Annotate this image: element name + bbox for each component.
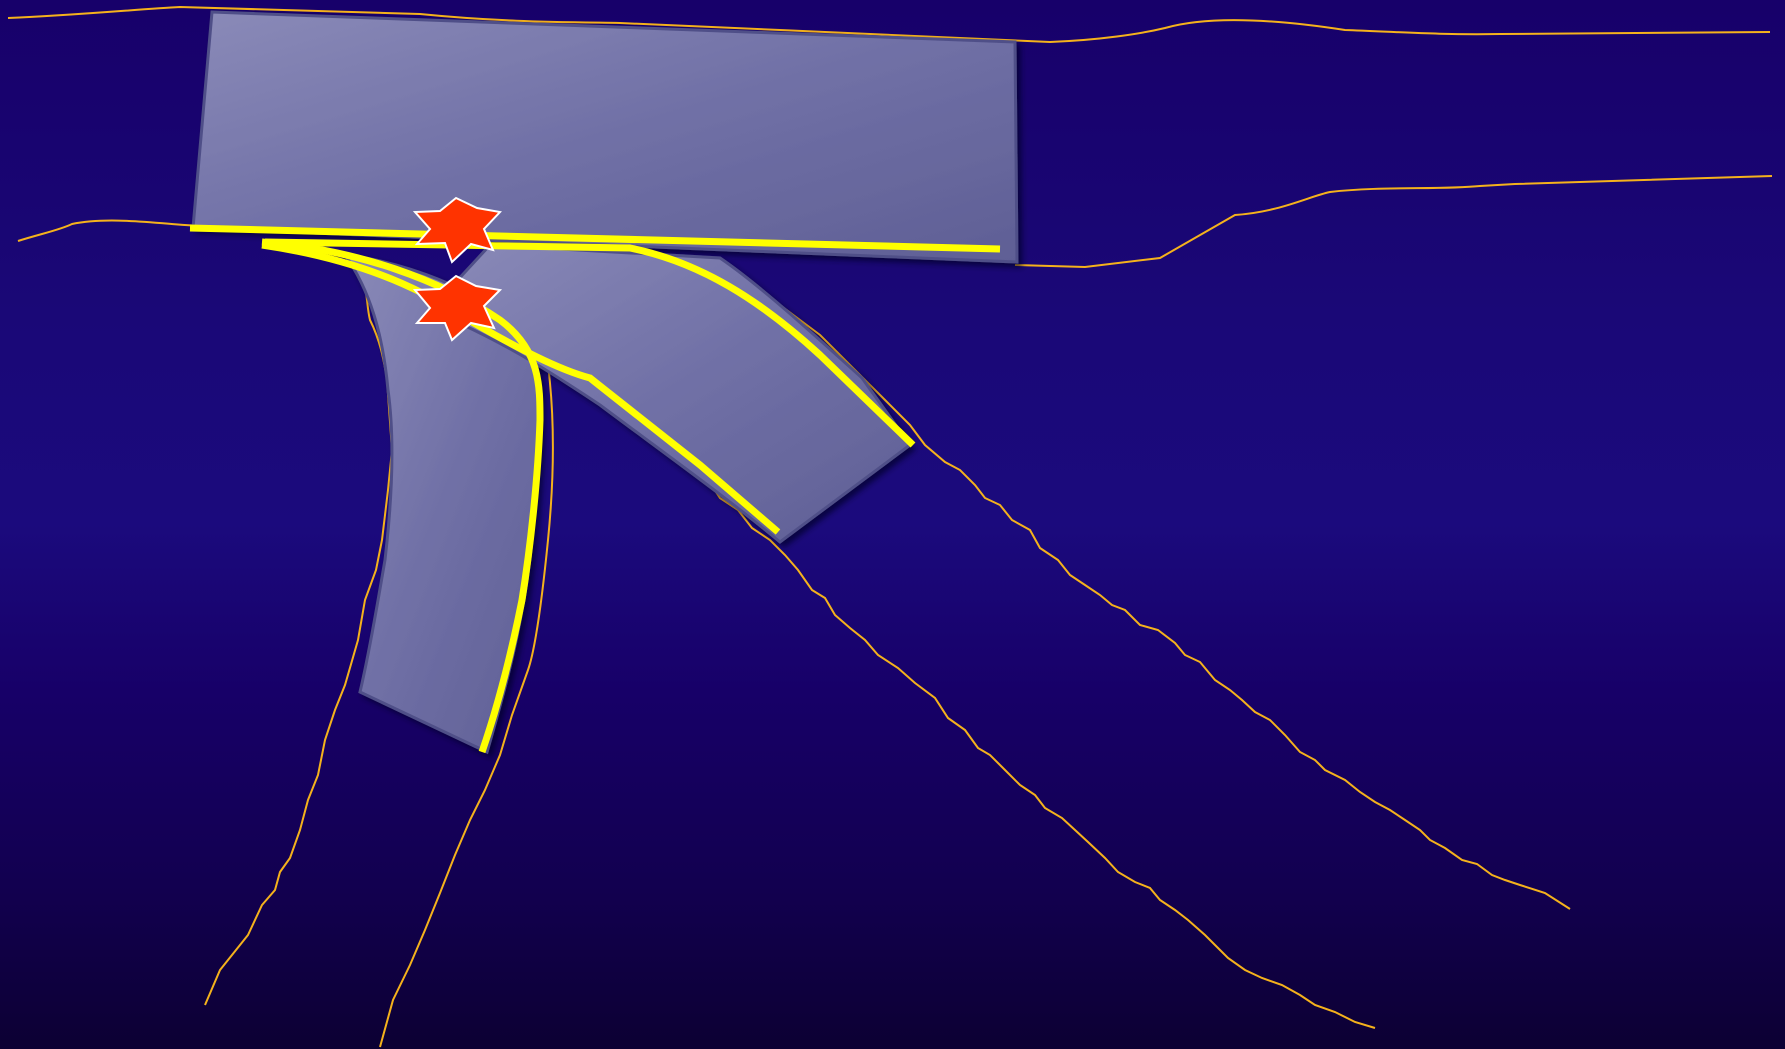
right-branch-lower-wall (707, 479, 1376, 1029)
starburst-icon (412, 274, 503, 342)
main-vessel-strut (189, 224, 1001, 253)
right-branch-stent (427, 243, 913, 544)
main-vessel-stent (191, 10, 1019, 264)
left-branch-strut (261, 238, 544, 754)
starburst-icon (412, 196, 503, 264)
stent-body (191, 10, 1019, 755)
left-branch-outer-wall (204, 264, 394, 1006)
main-vessel-bottom-wall (17, 175, 1773, 269)
left-branch-inner-wall (379, 364, 554, 1048)
markers (412, 196, 503, 342)
right-branch-upper-strut (264, 238, 916, 448)
right-branch-upper-wall (737, 272, 1571, 910)
main-vessel-top-wall (7, 5, 1771, 44)
